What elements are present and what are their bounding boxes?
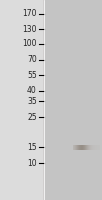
FancyBboxPatch shape: [93, 144, 94, 150]
FancyBboxPatch shape: [73, 144, 74, 150]
Text: 25: 25: [27, 112, 37, 121]
FancyBboxPatch shape: [79, 144, 80, 150]
Text: 15: 15: [27, 142, 37, 152]
Text: 130: 130: [22, 24, 37, 33]
FancyBboxPatch shape: [88, 144, 89, 150]
FancyBboxPatch shape: [87, 144, 88, 150]
FancyBboxPatch shape: [75, 144, 76, 150]
Text: 170: 170: [22, 9, 37, 19]
FancyBboxPatch shape: [83, 144, 84, 150]
FancyBboxPatch shape: [78, 144, 79, 150]
FancyBboxPatch shape: [92, 144, 93, 150]
FancyBboxPatch shape: [95, 144, 96, 150]
Text: 55: 55: [27, 71, 37, 79]
FancyBboxPatch shape: [74, 144, 75, 150]
FancyBboxPatch shape: [77, 144, 78, 150]
FancyBboxPatch shape: [99, 144, 100, 150]
FancyBboxPatch shape: [91, 144, 92, 150]
Text: 70: 70: [27, 55, 37, 64]
FancyBboxPatch shape: [81, 144, 82, 150]
FancyBboxPatch shape: [76, 144, 77, 150]
Text: 100: 100: [22, 40, 37, 48]
FancyBboxPatch shape: [90, 144, 91, 150]
FancyBboxPatch shape: [97, 144, 98, 150]
FancyBboxPatch shape: [94, 144, 95, 150]
FancyBboxPatch shape: [82, 144, 83, 150]
FancyBboxPatch shape: [0, 0, 43, 200]
FancyBboxPatch shape: [96, 144, 97, 150]
FancyBboxPatch shape: [98, 144, 99, 150]
FancyBboxPatch shape: [84, 144, 85, 150]
FancyBboxPatch shape: [80, 144, 81, 150]
Text: 35: 35: [27, 97, 37, 106]
FancyBboxPatch shape: [45, 0, 102, 200]
Text: 10: 10: [27, 158, 37, 168]
Text: 40: 40: [27, 86, 37, 95]
FancyBboxPatch shape: [89, 144, 90, 150]
FancyBboxPatch shape: [86, 144, 87, 150]
FancyBboxPatch shape: [85, 144, 86, 150]
